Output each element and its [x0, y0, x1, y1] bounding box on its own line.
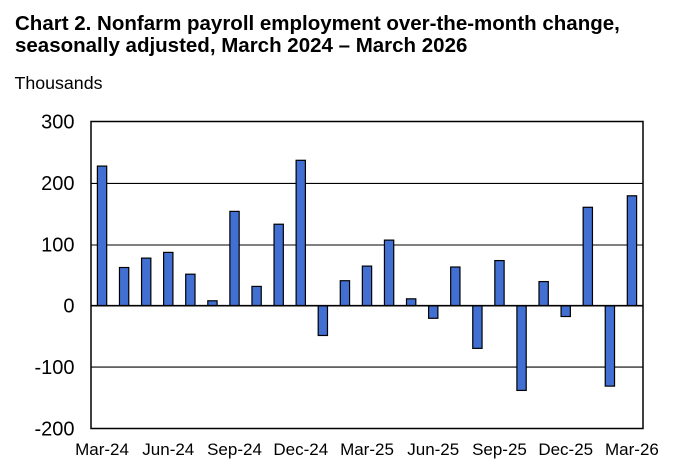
svg-text:Dec-24: Dec-24	[273, 440, 328, 459]
svg-text:Mar-25: Mar-25	[340, 440, 394, 459]
svg-text:Chart 2. Nonfarm payroll emplo: Chart 2. Nonfarm payroll employment over…	[15, 12, 620, 35]
svg-text:Mar-24: Mar-24	[75, 440, 129, 459]
svg-text:seasonally adjusted, March 202: seasonally adjusted, March 2024 – March …	[15, 34, 467, 57]
svg-text:Thousands: Thousands	[15, 73, 103, 93]
svg-text:200: 200	[41, 173, 74, 195]
svg-text:Sep-24: Sep-24	[207, 440, 262, 459]
svg-text:300: 300	[41, 112, 74, 134]
svg-text:100: 100	[41, 234, 74, 256]
svg-text:Mar-26: Mar-26	[605, 440, 659, 459]
svg-text:Dec-25: Dec-25	[538, 440, 593, 459]
svg-text:-200: -200	[34, 419, 74, 441]
svg-text:-100: -100	[34, 357, 74, 379]
svg-text:Sep-25: Sep-25	[472, 440, 527, 459]
svg-text:Jun-24: Jun-24	[142, 440, 194, 459]
svg-text:0: 0	[63, 296, 74, 318]
svg-text:Jun-25: Jun-25	[407, 440, 459, 459]
